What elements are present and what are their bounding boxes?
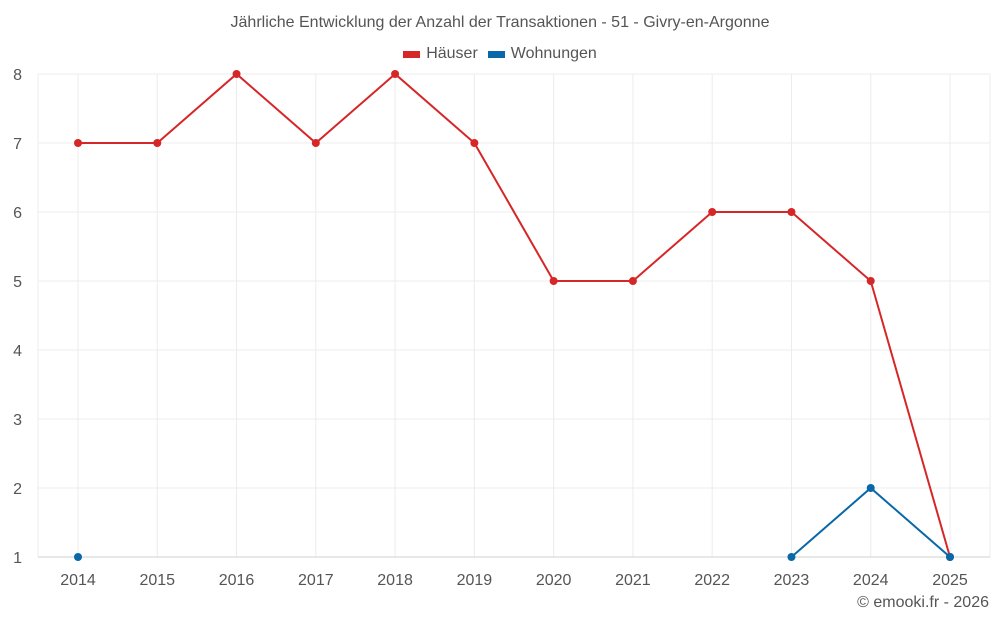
x-tick-label: 2018 bbox=[377, 572, 413, 589]
legend-swatch-haeuser bbox=[403, 50, 421, 58]
data-point bbox=[549, 277, 558, 285]
x-tick-label: 2014 bbox=[60, 572, 96, 589]
data-point bbox=[74, 553, 82, 561]
legend-item-wohnungen[interactable]: Wohnungen bbox=[487, 45, 597, 63]
y-tick-label: 1 bbox=[13, 550, 22, 567]
x-tick-label: 2020 bbox=[536, 572, 572, 589]
legend-swatch-wohnungen bbox=[487, 50, 505, 58]
data-point bbox=[866, 277, 875, 285]
data-point bbox=[787, 553, 796, 561]
data-point bbox=[946, 553, 954, 561]
y-tick-label: 8 bbox=[13, 67, 22, 84]
y-tick-label: 4 bbox=[13, 343, 22, 360]
y-tick-label: 3 bbox=[13, 412, 22, 429]
data-point bbox=[470, 139, 479, 147]
legend: Häuser Wohnungen bbox=[0, 45, 1000, 63]
y-tick-label: 6 bbox=[13, 205, 22, 222]
data-point bbox=[311, 139, 320, 147]
data-point bbox=[787, 208, 796, 216]
data-point bbox=[153, 139, 162, 147]
chart-title: Jährliche Entwicklung der Anzahl der Tra… bbox=[230, 14, 770, 31]
data-point bbox=[74, 139, 82, 147]
x-tick-label: 2024 bbox=[853, 572, 889, 589]
legend-label-wohnungen: Wohnungen bbox=[510, 45, 597, 62]
x-tick-label: 2019 bbox=[457, 572, 493, 589]
data-point bbox=[866, 484, 875, 492]
data-point bbox=[232, 70, 241, 78]
series-line bbox=[78, 72, 951, 558]
y-tick-label: 7 bbox=[13, 136, 22, 153]
x-tick-label: 2017 bbox=[298, 572, 334, 589]
x-tick-label: 2023 bbox=[774, 572, 810, 589]
y-tick-label: 5 bbox=[13, 274, 22, 291]
x-tick-label: 2015 bbox=[139, 572, 175, 589]
x-tick-label: 2021 bbox=[615, 572, 651, 589]
legend-item-haeuser[interactable]: Häuser bbox=[403, 45, 478, 63]
data-point bbox=[628, 277, 637, 285]
x-tick-label: 2025 bbox=[932, 572, 968, 589]
x-tick-label: 2022 bbox=[694, 572, 730, 589]
credit: © emooki.fr - 2026 bbox=[857, 594, 989, 611]
legend-label-haeuser: Häuser bbox=[426, 45, 478, 62]
y-tick-label: 2 bbox=[13, 481, 22, 498]
data-point bbox=[391, 70, 400, 78]
x-tick-label: 2016 bbox=[219, 572, 255, 589]
data-point bbox=[708, 208, 717, 216]
